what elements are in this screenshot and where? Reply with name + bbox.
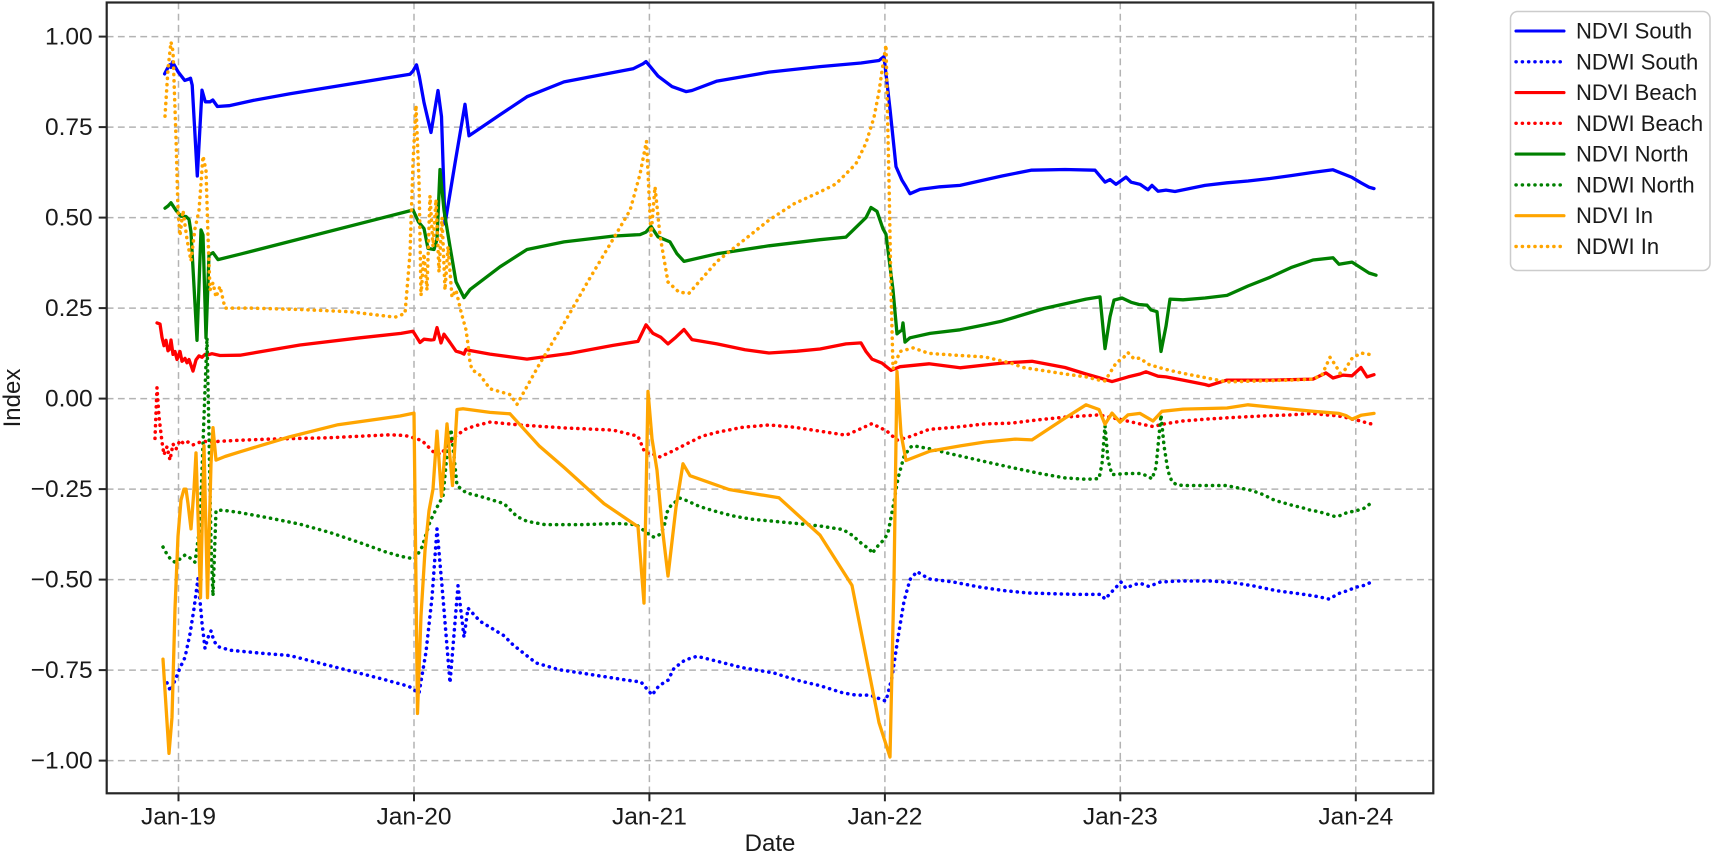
svg-text:Jan-23: Jan-23 <box>1083 803 1158 830</box>
svg-text:Index: Index <box>0 369 26 428</box>
svg-text:0.25: 0.25 <box>45 295 93 322</box>
svg-text:NDVI North: NDVI North <box>1576 142 1688 167</box>
svg-text:Jan-20: Jan-20 <box>377 803 452 830</box>
svg-text:Jan-21: Jan-21 <box>612 803 687 830</box>
svg-text:NDWI North: NDWI North <box>1576 172 1695 197</box>
svg-text:Jan-24: Jan-24 <box>1318 803 1393 830</box>
svg-text:−1.00: −1.00 <box>31 748 93 775</box>
svg-text:NDWI Beach: NDWI Beach <box>1576 111 1703 136</box>
svg-text:1.00: 1.00 <box>45 24 93 51</box>
svg-text:NDWI South: NDWI South <box>1576 49 1698 74</box>
svg-text:NDVI Beach: NDVI Beach <box>1576 80 1697 105</box>
svg-text:−0.75: −0.75 <box>31 657 93 684</box>
svg-text:Date: Date <box>745 830 796 854</box>
svg-text:Jan-22: Jan-22 <box>847 803 922 830</box>
svg-text:−0.50: −0.50 <box>31 567 93 594</box>
svg-text:NDWI In: NDWI In <box>1576 234 1659 259</box>
svg-text:0.75: 0.75 <box>45 114 93 141</box>
svg-text:NDVI South: NDVI South <box>1576 19 1692 44</box>
svg-text:Jan-19: Jan-19 <box>141 803 216 830</box>
svg-text:NDVI In: NDVI In <box>1576 203 1653 228</box>
svg-text:0.50: 0.50 <box>45 205 93 232</box>
svg-text:0.00: 0.00 <box>45 386 93 413</box>
svg-text:−0.25: −0.25 <box>31 476 93 503</box>
